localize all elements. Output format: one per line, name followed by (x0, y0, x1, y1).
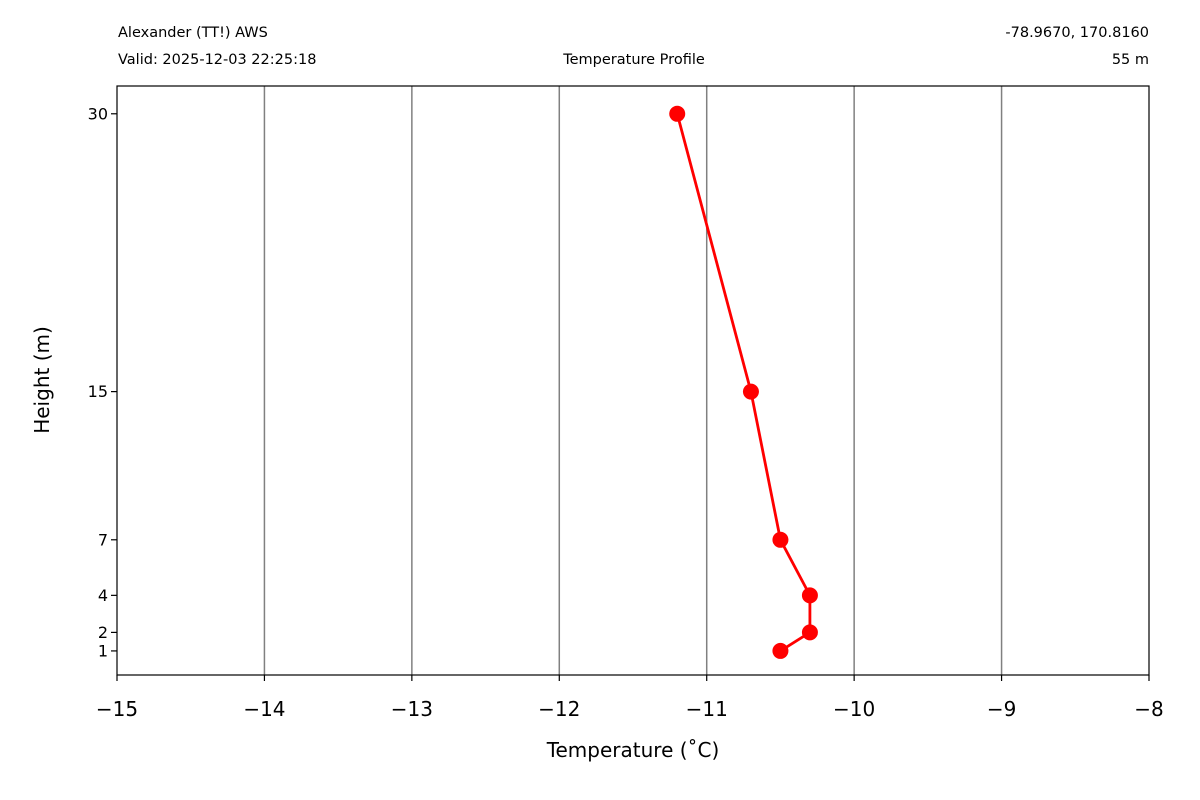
data-point (772, 642, 789, 659)
y-tick-label: 30 (88, 104, 108, 123)
plot-frame (116, 85, 1150, 676)
data-point (742, 383, 759, 400)
data-point (772, 531, 789, 548)
x-axis-label: Temperature (˚C) (546, 738, 720, 762)
x-tick-label: −10 (833, 697, 875, 721)
valid-time: Valid: 2025-12-03 22:25:18 (118, 52, 317, 68)
series-line (675, 113, 812, 653)
x-tick-label: −12 (538, 697, 580, 721)
station-name: Alexander (TT!) AWS (118, 25, 268, 41)
data-point (801, 624, 818, 641)
x-tick-label: −13 (391, 697, 433, 721)
series-layer (669, 105, 818, 659)
data-point (801, 587, 818, 604)
chart-title: Temperature Profile (563, 52, 705, 68)
y-tick-label: 4 (98, 586, 108, 605)
y-tick-label: 7 (98, 530, 108, 549)
data-point (669, 105, 686, 122)
y-tick-label: 1 (98, 641, 108, 660)
y-tick-label: 2 (98, 623, 108, 642)
station-elevation: 55 m (1111, 52, 1149, 68)
x-tick-label: −11 (686, 697, 728, 721)
station-coordinates: -78.9670, 170.8160 (1005, 25, 1149, 41)
grid-lines (263, 86, 1003, 675)
y-tick-label: 15 (88, 382, 108, 401)
x-tick-label: −8 (1134, 697, 1163, 721)
x-tick-label: −14 (243, 697, 285, 721)
y-axis-ticks: 12 4 7 15 30 (88, 104, 117, 660)
y-axis-label: Height (m) (30, 326, 54, 434)
x-tick-label: −9 (987, 697, 1016, 721)
x-tick-label: −15 (96, 697, 138, 721)
x-axis-ticks: −15 −14 −13 −12 −11 −10 −9 −8 (96, 675, 1164, 721)
